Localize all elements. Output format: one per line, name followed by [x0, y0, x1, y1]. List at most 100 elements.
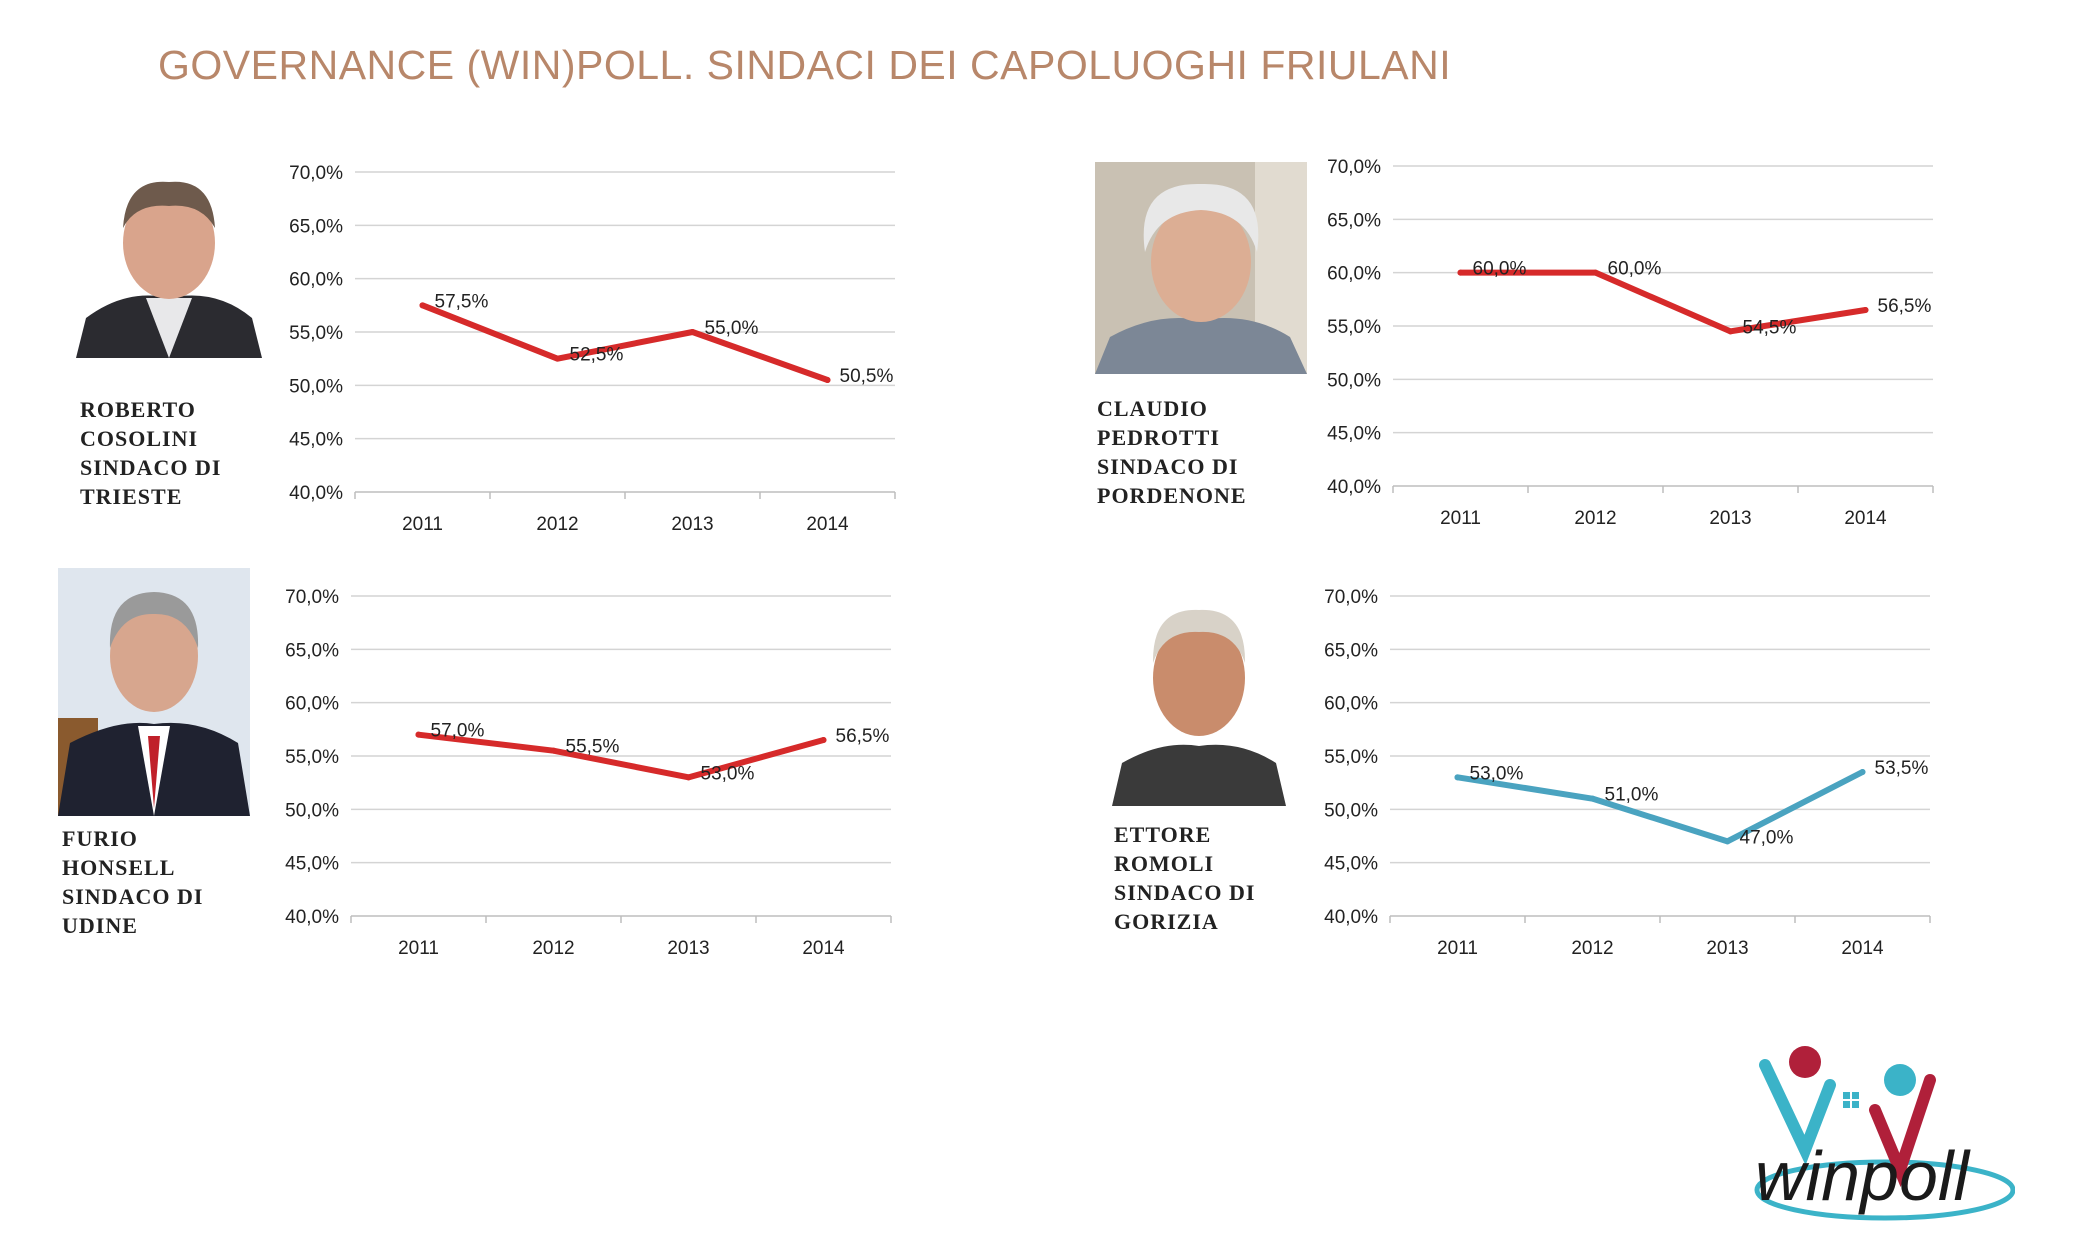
- y-tick-label: 40,0%: [1324, 907, 1378, 928]
- y-tick-label: 40,0%: [1327, 477, 1381, 498]
- winpoll-logo-icon: winpoll: [1754, 1046, 2016, 1221]
- series-line: [1457, 269, 1869, 335]
- winpoll-logo: winpoll: [1735, 1040, 2016, 1225]
- caption-honsell: FURIO HONSELL SINDACO DI UDINE: [62, 824, 203, 940]
- caption-line: UDINE: [62, 913, 138, 938]
- portrait-romoli: [1112, 588, 1286, 806]
- data-point: [1727, 328, 1734, 335]
- data-point: [824, 377, 831, 383]
- data-label: 53,0%: [1470, 763, 1524, 784]
- y-tick-label: 60,0%: [1327, 264, 1381, 285]
- data-label: 50,5%: [840, 366, 894, 387]
- y-tick-label: 40,0%: [289, 483, 343, 504]
- caption-romoli: ETTORE ROMOLI SINDACO DI GORIZIA: [1114, 820, 1255, 936]
- y-tick-label: 60,0%: [285, 694, 339, 715]
- series-line: [419, 302, 831, 383]
- chart-honsell: 70,0% 65,0% 60,0% 55,0% 50,0% 45,0% 40,0% 2011 2…: [285, 587, 892, 959]
- x-tick-label: 2011: [402, 514, 443, 535]
- caption-line: ETTORE: [1114, 822, 1212, 847]
- x-tick-label: 2012: [1574, 508, 1616, 529]
- y-tick-label: 70,0%: [285, 587, 339, 608]
- x-tick-label: 2011: [1437, 938, 1478, 959]
- x-tick-label: 2012: [532, 938, 574, 959]
- data-label: 53,5%: [1875, 758, 1929, 779]
- y-tick-label: 65,0%: [1327, 210, 1381, 231]
- data-point: [1724, 838, 1731, 845]
- caption-line: PORDENONE: [1097, 483, 1247, 508]
- data-label: 51,0%: [1605, 785, 1659, 806]
- data-point: [1592, 269, 1599, 276]
- y-tick-label: 45,0%: [289, 430, 343, 451]
- y-tick-label: 65,0%: [289, 216, 343, 237]
- x-tick-label: 2012: [1571, 938, 1613, 959]
- data-point: [1454, 774, 1461, 781]
- data-label: 60,0%: [1608, 259, 1662, 280]
- y-tick-label: 70,0%: [1324, 587, 1378, 608]
- data-label: 56,5%: [836, 726, 890, 747]
- data-label: 47,0%: [1740, 827, 1794, 848]
- y-tick-label: 65,0%: [285, 640, 339, 661]
- portrait-pedrotti: [1095, 162, 1307, 374]
- caption-line: COSOLINI: [80, 426, 199, 451]
- portrait-honsell: [58, 568, 250, 816]
- caption-line: SINDACO DI: [80, 455, 222, 480]
- data-label: 54,5%: [1743, 317, 1797, 338]
- data-label: 57,5%: [435, 291, 489, 312]
- mayor-portrait-photo-icon: [58, 568, 250, 816]
- caption-line: SINDACO DI: [1097, 454, 1239, 479]
- data-label: 52,5%: [570, 345, 624, 366]
- portrait-cosolini: [76, 168, 262, 358]
- data-label: 60,0%: [1473, 259, 1527, 280]
- series-line: [1454, 769, 1866, 845]
- chart-romoli: 70,0% 65,0% 60,0% 55,0% 50,0% 45,0% 40,0% 2011 2…: [1324, 587, 1931, 959]
- data-label: 55,0%: [705, 318, 759, 339]
- data-point: [415, 731, 422, 738]
- caption-line: HONSELL: [62, 855, 176, 880]
- caption-line: SINDACO DI: [1114, 880, 1256, 905]
- x-tick-label: 2013: [671, 514, 713, 535]
- x-tick-label: 2013: [667, 938, 709, 959]
- y-tick-label: 65,0%: [1324, 640, 1378, 661]
- x-tick-label: 2011: [1440, 508, 1481, 529]
- y-tick-label: 50,0%: [289, 376, 343, 397]
- data-point: [689, 329, 696, 335]
- y-tick-label: 40,0%: [285, 907, 339, 928]
- data-label: 57,0%: [431, 721, 485, 742]
- caption-line: FURIO: [62, 826, 138, 851]
- data-point: [1457, 269, 1464, 276]
- y-tick-label: 55,0%: [289, 323, 343, 344]
- chart-pedrotti: 70,0% 65,0% 60,0% 55,0% 50,0% 45,0% 40,0% 2011 2…: [1327, 157, 1934, 529]
- data-point: [554, 355, 561, 362]
- data-label: 56,5%: [1878, 296, 1932, 317]
- caption-line: PEDROTTI: [1097, 425, 1220, 450]
- y-tick-label: 50,0%: [1327, 370, 1381, 391]
- y-tick-label: 55,0%: [1327, 317, 1381, 338]
- mayor-portrait-photo-icon: [76, 168, 262, 358]
- data-point: [550, 747, 557, 754]
- y-tick-label: 55,0%: [285, 747, 339, 768]
- x-tick-label: 2012: [536, 514, 578, 535]
- series-line: [415, 731, 827, 781]
- data-label: 53,0%: [701, 763, 755, 784]
- chart-cosolini: 70,0% 65,0% 60,0% 55,0% 50,0% 45,0% 40,0% 2011 2…: [289, 163, 896, 535]
- y-tick-label: 60,0%: [1324, 694, 1378, 715]
- data-point: [1589, 795, 1596, 802]
- data-point: [1859, 769, 1866, 775]
- x-tick-label: 2014: [1844, 508, 1887, 529]
- data-point: [820, 737, 827, 743]
- mayor-portrait-photo-icon: [1095, 162, 1307, 374]
- y-tick-label: 70,0%: [289, 163, 343, 184]
- y-tick-label: 55,0%: [1324, 747, 1378, 768]
- y-tick-label: 45,0%: [1327, 424, 1381, 445]
- x-tick-label: 2013: [1706, 938, 1748, 959]
- caption-line: TRIESTE: [80, 484, 183, 509]
- x-tick-label: 2014: [1841, 938, 1884, 959]
- caption-line: CLAUDIO: [1097, 396, 1208, 421]
- page-title: GOVERNANCE (WIN)POLL. SINDACI DEI CAPOLU…: [158, 42, 1452, 88]
- y-tick-label: 60,0%: [289, 270, 343, 291]
- y-tick-label: 70,0%: [1327, 157, 1381, 178]
- caption-pedrotti: CLAUDIO PEDROTTI SINDACO DI PORDENONE: [1097, 394, 1247, 510]
- caption-line: ROBERTO: [80, 397, 196, 422]
- data-point: [419, 302, 426, 309]
- y-tick-label: 45,0%: [1324, 854, 1378, 875]
